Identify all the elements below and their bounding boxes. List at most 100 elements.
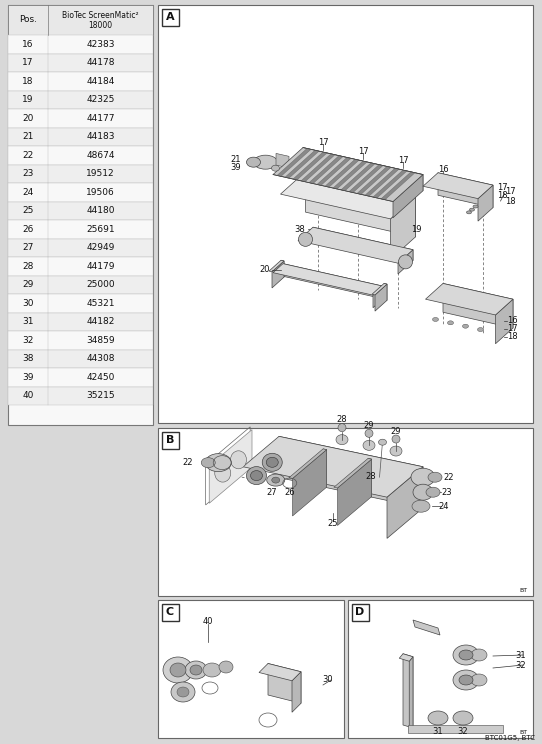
Text: 19: 19 — [411, 225, 422, 234]
Bar — [8, 202, 153, 220]
Text: 26: 26 — [22, 225, 34, 234]
Ellipse shape — [262, 453, 282, 471]
Polygon shape — [387, 466, 423, 539]
Polygon shape — [372, 283, 387, 295]
Polygon shape — [272, 261, 284, 288]
Ellipse shape — [177, 687, 189, 697]
Bar — [8, 127, 153, 146]
Polygon shape — [495, 299, 513, 344]
Ellipse shape — [250, 471, 262, 481]
Text: 23: 23 — [441, 488, 451, 497]
Text: 22: 22 — [183, 458, 193, 467]
Polygon shape — [303, 147, 423, 190]
Text: BTC01G5, BTC: BTC01G5, BTC — [485, 735, 535, 741]
Ellipse shape — [428, 472, 442, 482]
Polygon shape — [325, 159, 359, 187]
Bar — [8, 5, 153, 425]
Ellipse shape — [471, 674, 487, 686]
Ellipse shape — [462, 324, 468, 328]
Text: 25000: 25000 — [86, 280, 115, 289]
Ellipse shape — [390, 446, 402, 456]
Polygon shape — [373, 170, 407, 198]
Polygon shape — [368, 458, 372, 497]
Polygon shape — [283, 263, 383, 299]
Text: 42383: 42383 — [86, 39, 115, 49]
Ellipse shape — [299, 232, 313, 246]
Ellipse shape — [230, 451, 247, 469]
Polygon shape — [349, 164, 383, 193]
Text: 42949: 42949 — [86, 243, 115, 252]
Ellipse shape — [428, 711, 448, 725]
Ellipse shape — [267, 474, 285, 486]
Text: 17: 17 — [318, 138, 328, 147]
Bar — [158, 428, 533, 596]
Text: 20: 20 — [260, 265, 270, 274]
Polygon shape — [375, 284, 387, 311]
Text: 19: 19 — [22, 95, 34, 104]
Text: 29: 29 — [391, 426, 401, 435]
Text: 42325: 42325 — [86, 95, 115, 104]
Polygon shape — [293, 449, 327, 516]
Text: Pos.: Pos. — [19, 16, 37, 25]
Bar — [8, 35, 153, 54]
Ellipse shape — [203, 663, 221, 677]
Ellipse shape — [413, 484, 433, 500]
Text: 39: 39 — [230, 163, 241, 172]
Bar — [8, 146, 153, 164]
Text: 44179: 44179 — [86, 262, 115, 271]
Polygon shape — [317, 158, 351, 185]
Ellipse shape — [398, 255, 412, 269]
Ellipse shape — [205, 454, 231, 472]
Text: 31: 31 — [515, 650, 526, 659]
Text: 34859: 34859 — [86, 336, 115, 344]
Text: 20: 20 — [22, 114, 34, 123]
Text: 18000: 18000 — [88, 22, 113, 31]
Ellipse shape — [471, 649, 487, 661]
Polygon shape — [243, 436, 423, 497]
Ellipse shape — [411, 468, 435, 486]
Ellipse shape — [163, 657, 193, 683]
Bar — [8, 368, 153, 386]
Ellipse shape — [459, 675, 473, 685]
Text: 25691: 25691 — [86, 225, 115, 234]
Bar — [8, 275, 153, 294]
Bar — [8, 257, 153, 275]
Polygon shape — [384, 283, 387, 301]
Text: 17: 17 — [498, 183, 508, 192]
Polygon shape — [292, 672, 301, 712]
Polygon shape — [301, 154, 335, 182]
Text: 40: 40 — [22, 391, 34, 400]
Text: 26: 26 — [285, 487, 295, 496]
Ellipse shape — [426, 487, 440, 497]
Text: 29: 29 — [364, 421, 374, 430]
Text: 22: 22 — [443, 472, 454, 481]
Polygon shape — [209, 429, 252, 503]
Text: 25: 25 — [328, 519, 338, 527]
Text: 18: 18 — [22, 77, 34, 86]
Text: 32: 32 — [515, 661, 526, 670]
Ellipse shape — [459, 650, 473, 660]
Bar — [162, 9, 179, 26]
Ellipse shape — [215, 464, 231, 482]
Ellipse shape — [170, 663, 186, 677]
Ellipse shape — [392, 435, 400, 443]
Polygon shape — [281, 260, 284, 278]
Text: 38: 38 — [295, 225, 306, 234]
Polygon shape — [298, 227, 413, 263]
Ellipse shape — [336, 434, 348, 445]
Ellipse shape — [433, 318, 438, 321]
Polygon shape — [293, 152, 327, 180]
Text: BT: BT — [520, 731, 528, 736]
Ellipse shape — [453, 711, 473, 725]
Polygon shape — [399, 654, 413, 661]
Ellipse shape — [254, 155, 278, 169]
Polygon shape — [398, 250, 413, 274]
Text: 18: 18 — [507, 333, 518, 341]
Polygon shape — [373, 286, 383, 308]
Polygon shape — [393, 175, 423, 218]
Bar — [8, 109, 153, 127]
Text: 31: 31 — [22, 317, 34, 327]
Polygon shape — [277, 149, 311, 176]
Ellipse shape — [247, 157, 261, 167]
Ellipse shape — [378, 439, 386, 445]
